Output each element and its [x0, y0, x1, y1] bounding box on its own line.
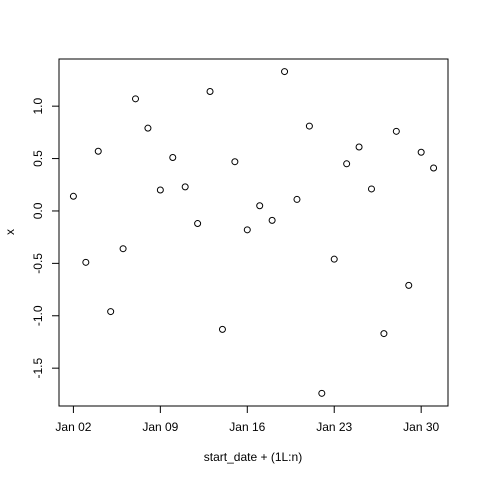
x-tick-label: Jan 23 — [316, 420, 352, 434]
point — [94, 147, 102, 155]
point — [405, 281, 413, 289]
point — [417, 148, 425, 156]
point — [392, 127, 400, 135]
point — [119, 245, 127, 253]
point — [343, 160, 351, 168]
x-tick-label: Jan 30 — [403, 420, 439, 434]
y-tick-label: -1.0 — [31, 305, 45, 326]
point — [268, 216, 276, 224]
x-tick-label: Jan 16 — [229, 420, 265, 434]
y-tick-label: -0.5 — [31, 253, 45, 274]
x-tick-label: Jan 09 — [142, 420, 178, 434]
x-tick-label: Jan 02 — [55, 420, 91, 434]
point — [367, 185, 375, 193]
point — [305, 122, 313, 130]
point — [169, 154, 177, 162]
point — [218, 325, 226, 333]
point — [107, 308, 115, 316]
plot-box — [58, 58, 449, 407]
point — [318, 389, 326, 397]
point — [380, 330, 388, 338]
y-tick-label: -1.5 — [31, 358, 45, 379]
y-tick-label: 0.5 — [31, 150, 45, 167]
point — [69, 192, 77, 200]
y-tick-label: 1.0 — [31, 97, 45, 114]
point — [194, 220, 202, 228]
point — [206, 87, 214, 95]
point — [132, 95, 140, 103]
point — [355, 143, 363, 151]
point — [430, 164, 438, 172]
point — [231, 158, 239, 166]
point — [82, 258, 90, 266]
point — [330, 255, 338, 263]
y-axis-label: x — [3, 229, 17, 235]
x-axis-label: start_date + (1L:n) — [204, 450, 302, 464]
point — [243, 226, 251, 234]
point — [144, 124, 152, 132]
point — [256, 202, 264, 210]
point — [281, 68, 289, 76]
point — [181, 183, 189, 191]
point — [293, 195, 301, 203]
point — [156, 186, 164, 194]
y-tick-label: 0.0 — [31, 202, 45, 219]
